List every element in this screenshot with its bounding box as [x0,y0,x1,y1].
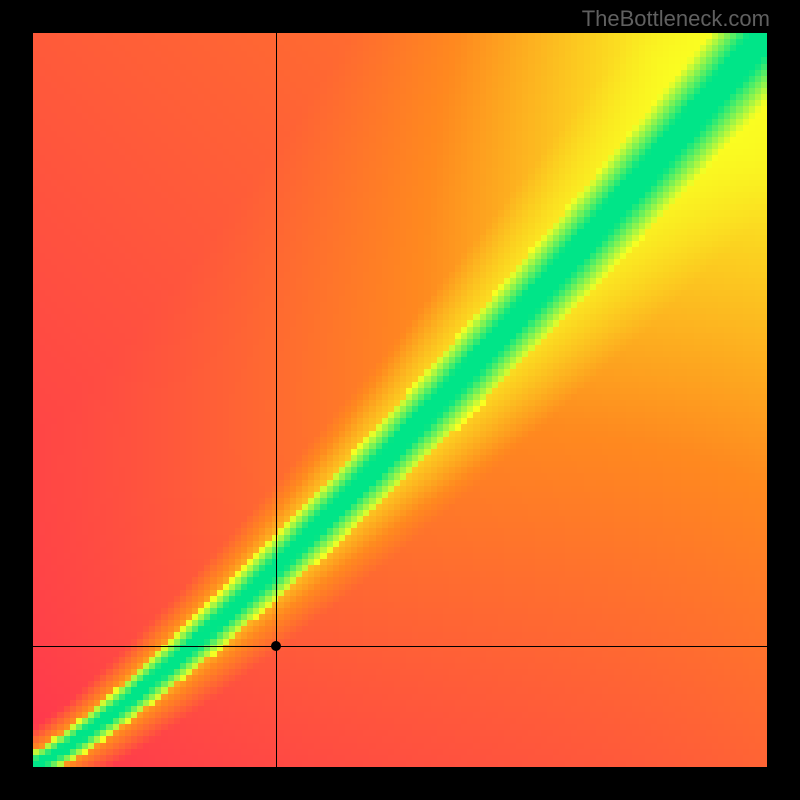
watermark-text: TheBottleneck.com [582,6,770,32]
crosshair-horizontal [33,646,767,647]
heatmap-plot [33,33,767,767]
crosshair-vertical [276,33,277,767]
heatmap-canvas [33,33,767,767]
crosshair-marker-dot [271,641,281,651]
